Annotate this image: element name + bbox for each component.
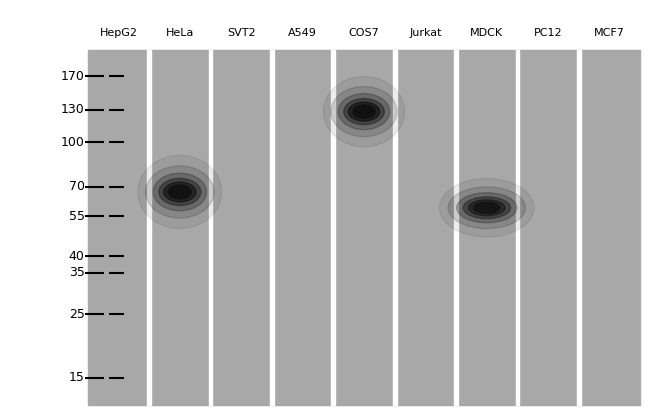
Bar (209, 50, 213, 405)
Text: 55: 55 (68, 210, 84, 223)
Bar (270, 50, 274, 405)
Text: 25: 25 (69, 308, 84, 321)
Text: 100: 100 (60, 136, 84, 149)
Text: 170: 170 (60, 70, 84, 83)
Ellipse shape (159, 178, 201, 206)
Ellipse shape (164, 182, 196, 202)
Text: A549: A549 (288, 28, 317, 38)
Bar (577, 50, 581, 405)
Ellipse shape (146, 166, 214, 218)
Text: SVT2: SVT2 (227, 28, 255, 38)
Ellipse shape (168, 185, 191, 199)
Bar (515, 50, 519, 405)
Ellipse shape (138, 155, 222, 229)
Bar (147, 50, 151, 405)
Ellipse shape (338, 94, 390, 130)
Ellipse shape (448, 187, 525, 229)
Ellipse shape (348, 102, 380, 121)
Text: 130: 130 (60, 103, 84, 116)
Ellipse shape (457, 193, 517, 223)
Text: 35: 35 (69, 266, 84, 279)
Text: MDCK: MDCK (470, 28, 503, 38)
Ellipse shape (439, 178, 534, 237)
Ellipse shape (344, 99, 384, 125)
Bar (454, 50, 458, 405)
Bar (88, 50, 640, 405)
Ellipse shape (469, 200, 505, 216)
Bar (332, 50, 335, 405)
Ellipse shape (324, 76, 404, 147)
Text: 40: 40 (69, 250, 84, 263)
Text: 70: 70 (68, 180, 84, 193)
Ellipse shape (353, 105, 375, 118)
Ellipse shape (331, 87, 397, 137)
Text: COS7: COS7 (348, 28, 380, 38)
Ellipse shape (474, 202, 500, 213)
Bar (393, 50, 396, 405)
Text: PC12: PC12 (534, 28, 562, 38)
Text: MCF7: MCF7 (594, 28, 625, 38)
Text: HepG2: HepG2 (99, 28, 137, 38)
Ellipse shape (463, 197, 510, 219)
Ellipse shape (153, 173, 207, 211)
Text: 15: 15 (69, 371, 84, 384)
Text: Jurkat: Jurkat (409, 28, 441, 38)
Text: HeLa: HeLa (166, 28, 194, 38)
